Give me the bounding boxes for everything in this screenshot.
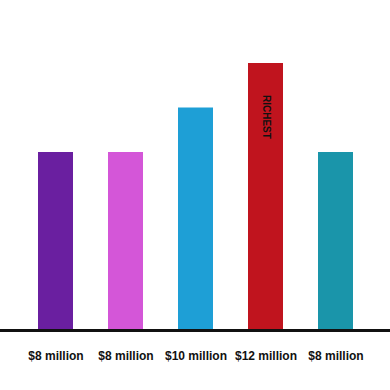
svg-text:$12 million: $12 million bbox=[235, 349, 297, 363]
svg-text:$8 million: $8 million bbox=[28, 349, 83, 363]
svg-text:$10 million: $10 million bbox=[165, 349, 227, 363]
svg-text:$8 million: $8 million bbox=[308, 349, 363, 363]
svg-text:RICHEST: RICHEST bbox=[261, 95, 272, 139]
svg-text:$8 million: $8 million bbox=[98, 349, 153, 363]
